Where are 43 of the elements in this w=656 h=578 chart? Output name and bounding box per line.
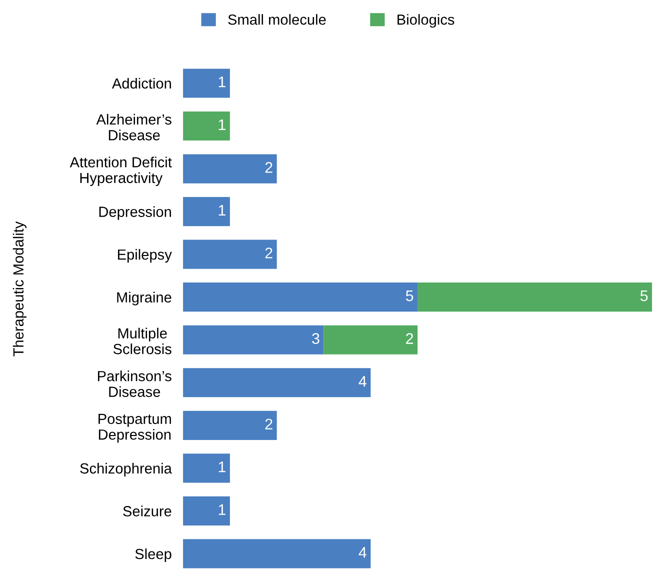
bar bbox=[183, 539, 371, 568]
y-tick-label: Migraine bbox=[117, 292, 172, 306]
data-label: 3 bbox=[312, 333, 320, 344]
bar bbox=[183, 325, 324, 354]
y-tick-label: Alzheimer’s Disease bbox=[96, 114, 172, 140]
y-tick-label: Epilepsy bbox=[118, 249, 172, 263]
y-tick-label: Parkinson’s Disease bbox=[98, 370, 172, 397]
data-label: 5 bbox=[406, 290, 414, 302]
data-label: 2 bbox=[265, 418, 272, 430]
bar bbox=[183, 282, 418, 312]
legend-label: Small molecule bbox=[228, 14, 326, 25]
y-tick-label: Addiction bbox=[112, 78, 171, 89]
bar bbox=[183, 240, 277, 269]
bar bbox=[183, 410, 277, 440]
data-label: 2 bbox=[406, 333, 414, 344]
legend-label: Biologics bbox=[398, 14, 454, 28]
bar bbox=[183, 197, 230, 226]
y-tick-label: Seizure bbox=[123, 506, 172, 516]
data-label: 4 bbox=[358, 376, 366, 387]
y-tick-label: Schizophrenia bbox=[80, 462, 172, 476]
bar bbox=[183, 111, 230, 141]
data-label: 1 bbox=[218, 462, 226, 472]
bar bbox=[183, 154, 277, 184]
bar bbox=[183, 368, 371, 398]
y-tick-label: Postpartum Depression bbox=[98, 414, 171, 443]
bar bbox=[324, 325, 418, 354]
bar bbox=[183, 496, 230, 526]
data-label: 2 bbox=[265, 162, 272, 173]
y-axis-title: Therapeutic Modality bbox=[12, 221, 26, 356]
bar bbox=[183, 68, 230, 98]
bar bbox=[183, 454, 230, 483]
data-label: 2 bbox=[265, 248, 272, 258]
data-label: 5 bbox=[640, 290, 648, 302]
bar bbox=[418, 282, 652, 312]
data-label: 4 bbox=[358, 547, 366, 558]
data-label: 1 bbox=[218, 76, 226, 88]
data-label: 1 bbox=[218, 504, 226, 515]
y-tick-label: Attention Deficit Hyperactivity bbox=[70, 156, 172, 186]
y-tick-label: Sleep bbox=[135, 548, 172, 562]
data-label: 1 bbox=[218, 119, 226, 130]
data-label: 1 bbox=[218, 204, 226, 216]
y-tick-label: Multiple Sclerosis bbox=[113, 328, 172, 354]
y-tick-label: Depression bbox=[99, 206, 171, 220]
